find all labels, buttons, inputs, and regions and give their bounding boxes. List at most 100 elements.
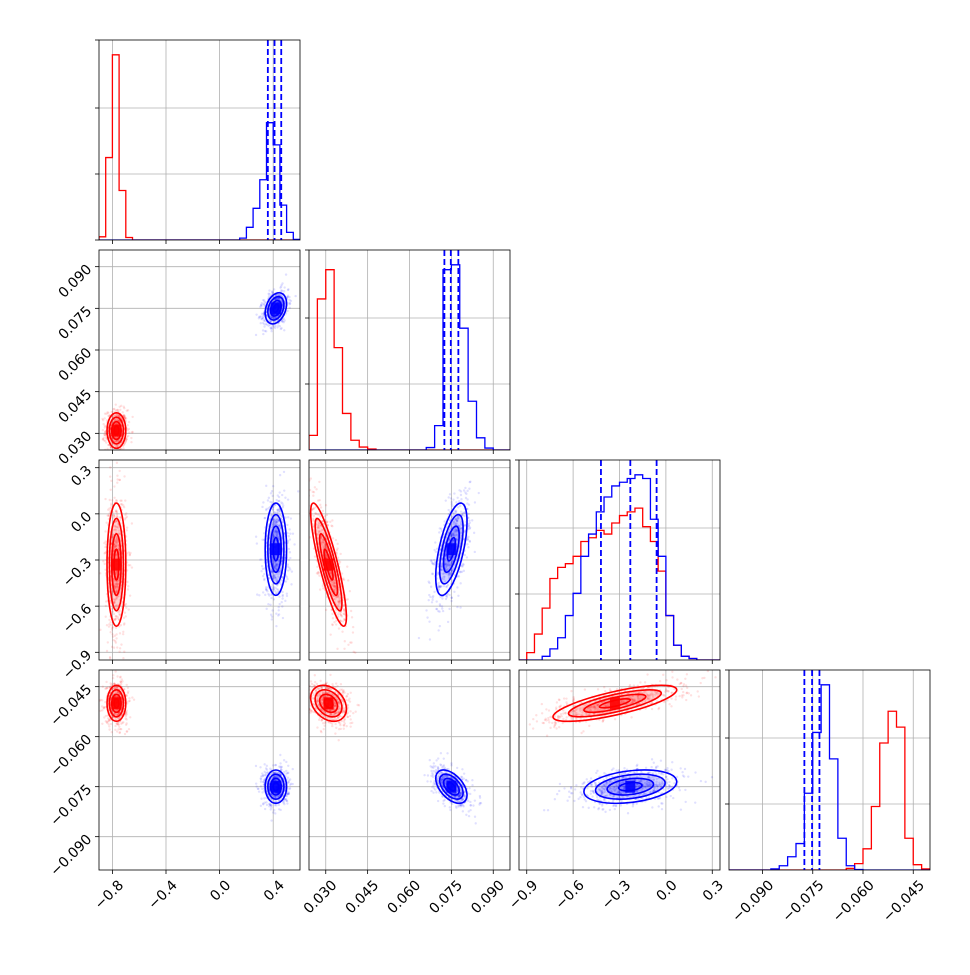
scatter-point — [256, 542, 258, 544]
scatter-point — [441, 607, 443, 609]
scatter-point — [320, 506, 322, 508]
scatter-point — [283, 471, 285, 473]
scatter-point — [346, 566, 348, 568]
scatter-point — [116, 449, 118, 451]
scatter-point — [302, 533, 304, 535]
scatter-point — [283, 759, 285, 761]
scatter-point — [305, 510, 307, 512]
scatter-point — [283, 286, 285, 288]
scatter-point — [128, 728, 130, 730]
scatter-point — [319, 504, 321, 506]
scatter-point — [300, 466, 302, 468]
panel-plot-area — [99, 460, 300, 668]
scatter-point — [267, 603, 269, 605]
scatter-point — [115, 627, 117, 629]
scatter-point — [116, 500, 118, 502]
scatter-point — [126, 526, 128, 528]
scatter-point — [341, 572, 343, 574]
scatter-point — [102, 423, 104, 425]
scatter-point — [120, 728, 122, 730]
scatter-point — [447, 509, 449, 511]
scatter-point — [333, 621, 335, 623]
scatter-point — [351, 616, 353, 618]
scatter-point — [105, 720, 107, 722]
scatter-point — [297, 451, 299, 453]
scatter-point — [270, 330, 272, 332]
scatter-point — [265, 586, 267, 588]
scatter-point — [116, 730, 118, 732]
scatter-point — [278, 603, 280, 605]
scatter-point — [439, 603, 441, 605]
scatter-point — [462, 563, 464, 565]
scatter-point — [119, 676, 121, 678]
scatter-point — [429, 596, 431, 598]
scatter-point — [324, 515, 326, 517]
scatter-point — [286, 802, 288, 804]
scatter-point — [270, 327, 272, 329]
scatter-point — [437, 629, 439, 631]
scatter-point — [288, 535, 290, 537]
scatter-point — [318, 571, 320, 573]
scatter-point — [131, 431, 133, 433]
scatter-point — [127, 435, 129, 437]
scatter-point — [474, 501, 476, 503]
scatter-point — [302, 507, 304, 509]
scatter-point — [106, 650, 108, 652]
panel-plot-area — [293, 442, 510, 679]
scatter-point — [123, 407, 125, 409]
tick-marks — [95, 40, 273, 244]
tick-marks — [515, 460, 712, 664]
scatter-point — [111, 731, 113, 733]
scatter-point — [269, 501, 271, 503]
scatter-point — [262, 333, 264, 335]
scatter-point — [122, 631, 124, 633]
scatter-point — [105, 522, 107, 524]
scatter-point — [458, 575, 460, 577]
scatter-point — [445, 499, 447, 501]
scatter-point — [122, 657, 124, 659]
contours-blue — [429, 501, 473, 598]
scatter-point — [463, 489, 465, 491]
scatter-point — [279, 762, 281, 764]
scatter-point — [292, 532, 294, 534]
scatter-point — [273, 598, 275, 600]
scatter-point — [326, 514, 328, 516]
scatter-point — [101, 723, 103, 725]
scatter-point — [318, 575, 320, 577]
tick-marks — [305, 250, 493, 454]
scatter-point — [464, 554, 466, 556]
scatter-point — [335, 623, 337, 625]
scatter-point — [288, 299, 290, 301]
scatter-point — [114, 670, 116, 672]
density-peak — [111, 559, 121, 571]
scatter-point — [430, 586, 432, 588]
scatter-point — [286, 524, 288, 526]
scatter-point — [281, 591, 283, 593]
scatter-point — [281, 494, 283, 496]
scatter-point — [116, 475, 118, 477]
scatter-point — [260, 570, 262, 572]
scatter-point — [468, 487, 470, 489]
scatter-point — [347, 579, 349, 581]
scatter-point — [110, 504, 112, 506]
contours-red — [304, 501, 353, 628]
scatter-point — [124, 612, 126, 614]
scatter-point — [306, 505, 308, 507]
scatter-point — [322, 510, 324, 512]
scatter-point — [283, 489, 285, 491]
scatter-point — [255, 334, 257, 336]
scatter-point — [259, 766, 261, 768]
scatter-point — [123, 651, 125, 653]
scatter-point — [107, 641, 109, 643]
scatter-point — [434, 541, 436, 543]
scatter-point — [281, 601, 283, 603]
scatter-point — [316, 566, 318, 568]
scatter-point — [467, 513, 469, 515]
scatter-point — [449, 493, 451, 495]
scatter-point — [263, 301, 265, 303]
scatter-point — [473, 532, 475, 534]
scatter-point — [306, 521, 308, 523]
scatter-point — [126, 529, 128, 531]
scatter-point — [104, 701, 106, 703]
scatter-point — [442, 610, 444, 612]
